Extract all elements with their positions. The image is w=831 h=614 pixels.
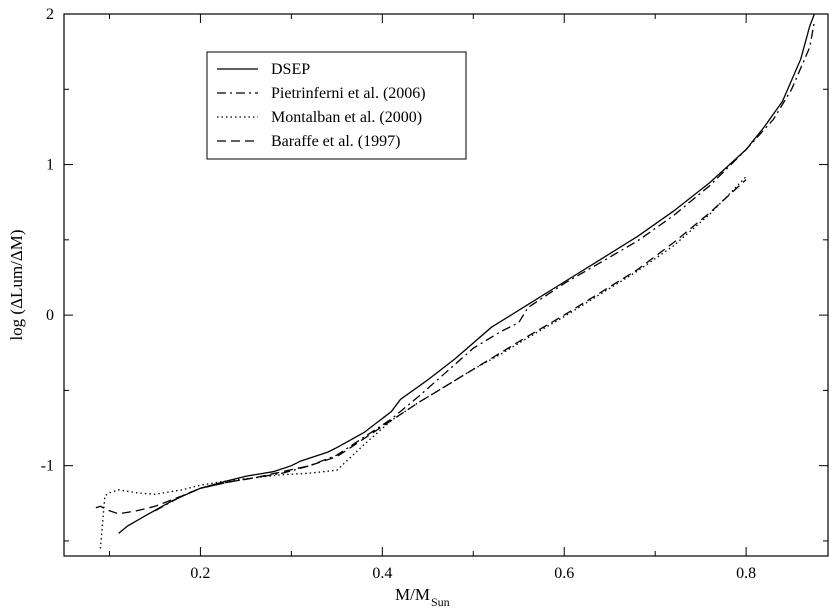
y-tick-label: 2 [46,6,54,23]
legend-items: DSEP Pietrinferni et al. (2006) Montalban … [217,61,426,150]
x-tick-label: 0.4 [372,565,392,582]
series-line-3 [99,176,747,549]
legend-label: Baraffe et al. (1997) [271,133,400,150]
series-layer [95,13,816,549]
y-tick-label: 0 [46,307,54,324]
x-tick-label: 0.2 [190,565,210,582]
x-tick-label: 0.8 [736,565,756,582]
x-axis-ticks: 0.2 0.4 0.6 0.8 [108,14,756,582]
series-line-4 [95,179,747,515]
y-tick-label: -1 [41,458,54,475]
legend: DSEP Pietrinferni et al. (2006) Montalban … [206,51,467,160]
x-tick-label: 0.6 [554,565,574,582]
legend-label: DSEP [271,61,310,78]
y-axis-label: log (ΔLum/ΔM) [7,229,26,340]
y-tick-label: 1 [46,157,54,174]
x-axis-label: M/M [395,585,430,604]
y-axis-ticks: -1 0 1 2 [41,6,828,542]
series-line-2 [154,21,816,512]
x-axis-label-subscript: Sun [431,595,450,609]
legend-label: Pietrinferni et al. (2006) [271,85,426,102]
legend-label: Montalban et al. (2000) [271,109,422,126]
